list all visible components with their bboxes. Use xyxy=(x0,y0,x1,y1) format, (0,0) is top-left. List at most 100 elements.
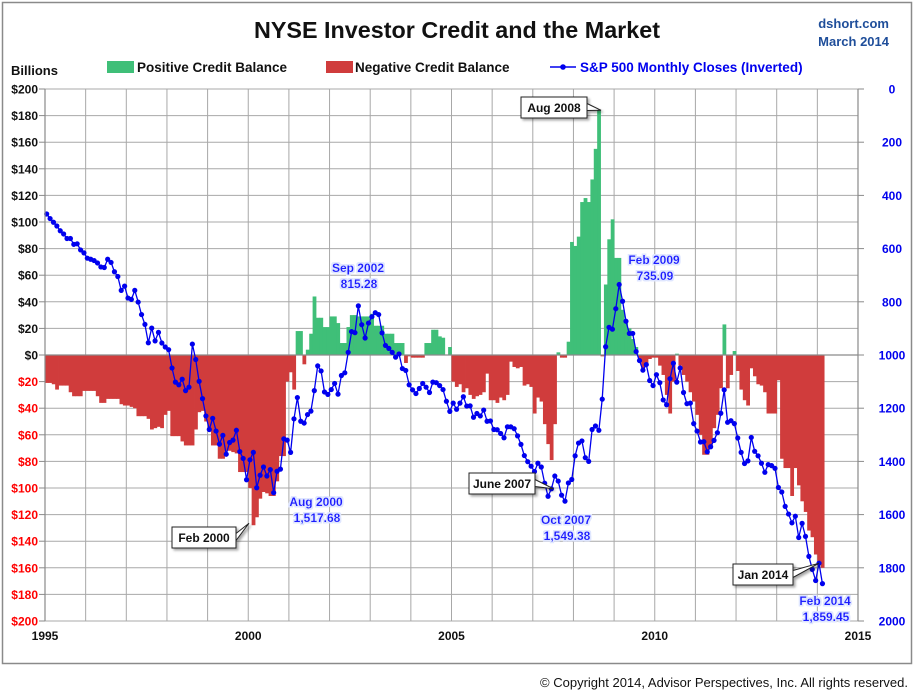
sp500-point xyxy=(210,415,216,421)
legend-label-negative: Negative Credit Balance xyxy=(355,60,510,75)
sp500-point xyxy=(592,423,599,429)
copyright: © Copyright 2014, Advisor Perspectives, … xyxy=(540,675,908,690)
bar-positive xyxy=(431,329,435,355)
bar-positive xyxy=(349,315,354,355)
bar-negative xyxy=(271,355,276,496)
y2-tick-label: 1600 xyxy=(879,508,906,522)
sp500-point xyxy=(677,365,683,371)
sp500-point xyxy=(694,428,700,434)
sp500-point xyxy=(277,466,284,472)
bar-negative xyxy=(776,355,781,381)
bar-positive xyxy=(583,198,588,355)
sp-label-value: 735.09 xyxy=(637,269,674,283)
sp500-point xyxy=(301,420,307,426)
bar-negative xyxy=(719,355,723,389)
bar-negative xyxy=(78,355,83,397)
bar-negative xyxy=(407,355,412,357)
y-tick-label: $160 xyxy=(11,561,38,575)
sp-label-date: Aug 2000 xyxy=(289,495,343,509)
sp500-point xyxy=(47,215,53,222)
sp500-point xyxy=(711,437,717,443)
bar-negative xyxy=(641,355,645,371)
bar-positive xyxy=(329,316,334,355)
bar-negative xyxy=(688,355,693,393)
bar-negative xyxy=(72,355,76,397)
bar-negative xyxy=(780,355,784,459)
bar-positive xyxy=(393,343,398,355)
sp500-point xyxy=(643,361,649,368)
bar-negative xyxy=(251,355,256,526)
sp500-point xyxy=(467,403,473,409)
sp500-point xyxy=(311,388,317,394)
bar-negative xyxy=(302,355,307,365)
bar-negative xyxy=(180,355,185,442)
bar-negative xyxy=(288,355,293,373)
bar-negative xyxy=(465,355,469,389)
bar-positive xyxy=(576,236,581,355)
bar-negative xyxy=(292,355,297,390)
sp500-point xyxy=(149,325,155,331)
bar-negative xyxy=(261,355,266,492)
bar-negative xyxy=(536,355,540,398)
sp500-point xyxy=(328,386,334,393)
sp500-point xyxy=(355,303,361,309)
sp500-point xyxy=(487,418,494,424)
bar-negative xyxy=(532,355,537,414)
bar-negative xyxy=(817,355,822,562)
sp500-point xyxy=(413,390,419,397)
sp500-point xyxy=(813,577,819,584)
y-tick-label: $120 xyxy=(11,508,38,522)
sp500-point xyxy=(101,264,107,271)
sp500-point xyxy=(562,498,568,504)
bar-negative xyxy=(244,355,249,473)
bar-negative xyxy=(692,355,696,402)
sp500-point xyxy=(721,387,727,393)
sp500-point xyxy=(745,458,751,464)
y-tick-label: $0 xyxy=(25,349,39,363)
bar-negative xyxy=(231,355,236,453)
bar-positive xyxy=(295,331,300,355)
bar-negative xyxy=(485,355,490,374)
sp500-point xyxy=(582,455,588,461)
bar-positive xyxy=(590,179,595,355)
bar-positive xyxy=(370,313,374,355)
sp500-point xyxy=(393,354,399,360)
sp500-point xyxy=(67,235,74,242)
sp500-series xyxy=(44,211,826,587)
sp500-point xyxy=(433,380,439,386)
sp500-point xyxy=(511,426,517,432)
bar-positive xyxy=(299,331,303,355)
y-tick-label: $20 xyxy=(18,322,38,336)
date-label: March 2014 xyxy=(818,34,890,49)
bar-negative xyxy=(529,355,534,387)
sp500-point xyxy=(667,376,673,382)
sp500-point xyxy=(728,418,734,424)
sp500-point xyxy=(345,349,351,355)
callout xyxy=(732,562,820,586)
sp500-point xyxy=(426,389,433,396)
bar-negative xyxy=(471,355,476,399)
legend-label-sp500: S&P 500 Monthly Closes (Inverted) xyxy=(580,60,803,75)
sp500-point xyxy=(189,341,195,347)
chart-frame xyxy=(1,1,913,665)
bar-negative xyxy=(461,355,466,393)
sp500-point xyxy=(460,394,466,400)
sp500-point xyxy=(596,427,602,433)
sp-label-date: Feb 2014 xyxy=(799,594,851,608)
bar-negative xyxy=(539,355,544,402)
sp500-point xyxy=(819,581,826,587)
source-label: dshort.com xyxy=(818,16,889,31)
bar-negative xyxy=(793,355,798,469)
bar-negative xyxy=(739,355,744,390)
bar-negative xyxy=(92,355,97,391)
bar-positive xyxy=(424,343,429,355)
legend-swatch-positive xyxy=(107,61,134,73)
bar-negative xyxy=(705,355,710,455)
bar-negative xyxy=(481,355,486,393)
bar-negative xyxy=(763,355,767,393)
bar-negative xyxy=(139,355,144,417)
bar-negative xyxy=(475,355,479,397)
bar-negative xyxy=(119,355,124,405)
bar-negative xyxy=(163,355,168,415)
sp-label-value: 815.28 xyxy=(341,277,378,291)
